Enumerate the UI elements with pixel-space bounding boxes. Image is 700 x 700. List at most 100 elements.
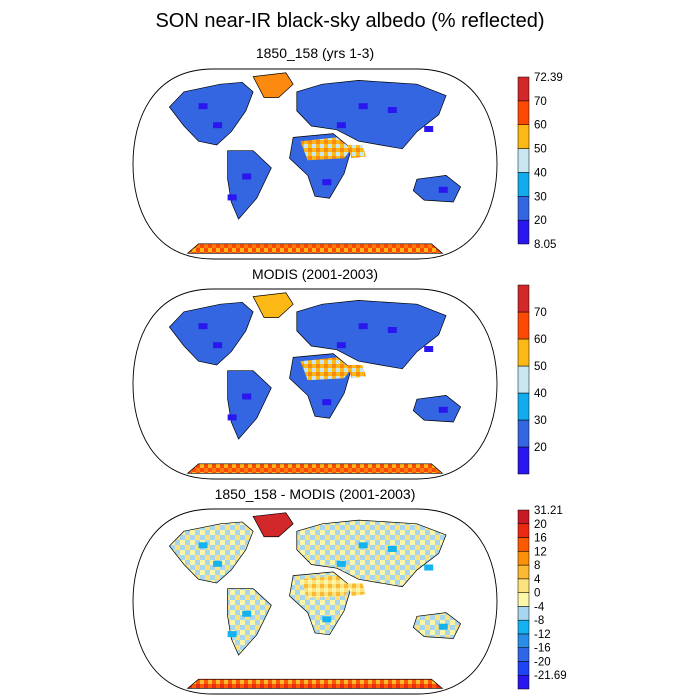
colorbar-1-label: 30 (534, 191, 547, 203)
map-3-cell (242, 610, 252, 617)
map-1-australia (412, 175, 462, 203)
colorbar-3-label: 0 (534, 588, 540, 600)
colorbar-2-label: 70 (534, 307, 547, 319)
colorbar-2-swatch (517, 365, 530, 394)
map-3-antarctica (186, 678, 444, 689)
colorbar-3-label: -8 (534, 615, 544, 627)
colorbar-3-label: 12 (534, 546, 547, 558)
colorbar-1-swatch (517, 172, 530, 197)
map-1-northAmerica (168, 81, 254, 146)
colorbar-2-label: 60 (534, 334, 547, 346)
colorbar-1-label: 40 (534, 167, 547, 179)
colorbar-1-label: 20 (534, 215, 547, 227)
map-3-cell (358, 542, 368, 549)
map-1-cell (242, 173, 252, 180)
map-1-eurasia (296, 80, 447, 150)
map-1-cell (198, 103, 208, 110)
colorbar-2-label: 50 (534, 361, 547, 373)
map-1-cell (387, 107, 397, 113)
colorbar-2-label: 40 (534, 388, 547, 400)
colorbar-1-swatch (517, 100, 530, 125)
colorbar-1-label: 72.39 (534, 72, 563, 84)
map-panel-3 (132, 508, 498, 695)
panel-3-title: 1850_158 - MODIS (2001-2003) (214, 486, 416, 502)
colorbar-1-swatch (517, 76, 530, 102)
panel-2-title: MODIS (2001-2003) (251, 266, 379, 282)
colorbar-2-swatch (517, 284, 530, 313)
colorbar-3-swatch (517, 661, 530, 676)
colorbar-2-swatch (517, 446, 530, 475)
map-2-cell (198, 323, 208, 330)
map-2-eurasia (296, 300, 447, 370)
colorbar-2-swatch (517, 338, 530, 367)
colorbar-3-label: 16 (534, 533, 547, 545)
colorbar-3-label: -20 (534, 656, 551, 668)
colorbar-3-swatch (517, 633, 530, 648)
panel-1-title: 1850_158 (yrs 1-3) (255, 45, 375, 61)
colorbar-3-label: 20 (534, 519, 547, 531)
colorbar-3-swatch (517, 674, 530, 690)
colorbar-2-swatch (517, 392, 530, 421)
map-1-cell (438, 186, 448, 193)
map-2-greenland (252, 292, 294, 318)
map-2-australia (412, 395, 462, 423)
map-3-australia (412, 612, 462, 639)
colorbar-1-label: 8.05 (534, 239, 556, 251)
colorbar-1-label: 50 (534, 144, 547, 156)
colorbar-3-swatch (517, 564, 530, 580)
colorbar-2-label: 20 (534, 442, 547, 454)
map-2-cell (387, 327, 397, 333)
colorbar-2-swatch (517, 311, 530, 340)
map-3-eurasia (296, 519, 447, 588)
map-1-cell (322, 179, 332, 186)
map-1-cell (213, 122, 223, 129)
colorbar-3-swatch (517, 592, 530, 607)
colorbar-1-swatch (517, 219, 530, 245)
colorbar-3-swatch (517, 551, 530, 566)
figure-title: SON near-IR black-sky albedo (% reflecte… (155, 10, 545, 32)
colorbar-1-label: 70 (534, 96, 547, 108)
map-3-cell (213, 560, 223, 567)
map-2-cell (358, 323, 368, 330)
map-3-cell (227, 631, 237, 638)
colorbar-2: 20 30 40 50 60 70 (517, 284, 547, 475)
map-2-antarctica (186, 463, 444, 474)
map-1-border (132, 68, 498, 260)
colorbar-2-swatch (517, 419, 530, 448)
map-3-southAmerica (227, 588, 272, 656)
colorbar-3-label: 8 (534, 560, 540, 572)
map-1-cell (336, 122, 346, 129)
map-2-cell (322, 399, 332, 406)
colorbar-3-label: -4 (534, 601, 545, 613)
map-3-cell (438, 623, 448, 630)
map-1-cell (358, 103, 368, 110)
map-2-cell (424, 346, 434, 352)
map-3-cell (198, 542, 208, 549)
map-panel-1 (132, 68, 498, 260)
map-panel-2 (132, 288, 498, 480)
map-3-cell (322, 616, 332, 623)
colorbar-3-swatch (517, 523, 530, 538)
map-3-greenland (252, 512, 294, 538)
map-2-cell (213, 342, 223, 349)
map-3-cell (424, 564, 434, 571)
map-2-northAmerica (168, 301, 254, 366)
colorbar-3-label: -16 (534, 643, 551, 655)
map-2-southAmerica (227, 370, 272, 440)
map-3-cell (336, 560, 346, 567)
colorbar-1: 8.05 20 30 40 50 60 70 72.39 (517, 72, 563, 251)
colorbar-3-label: 4 (534, 574, 541, 586)
colorbar-3-label: -12 (534, 629, 551, 641)
colorbar-3-swatch (517, 606, 530, 621)
map-2-border (132, 288, 498, 480)
map-1-southAmerica (227, 150, 272, 220)
map-2-arabia (347, 365, 366, 379)
map-3-sahara (300, 575, 352, 598)
map-2-sahara (300, 357, 352, 381)
map-1-greenland (252, 72, 294, 98)
colorbar-3-swatch (517, 647, 530, 662)
colorbar-3-label: 31.21 (534, 505, 563, 517)
map-1-arabia (347, 145, 366, 159)
